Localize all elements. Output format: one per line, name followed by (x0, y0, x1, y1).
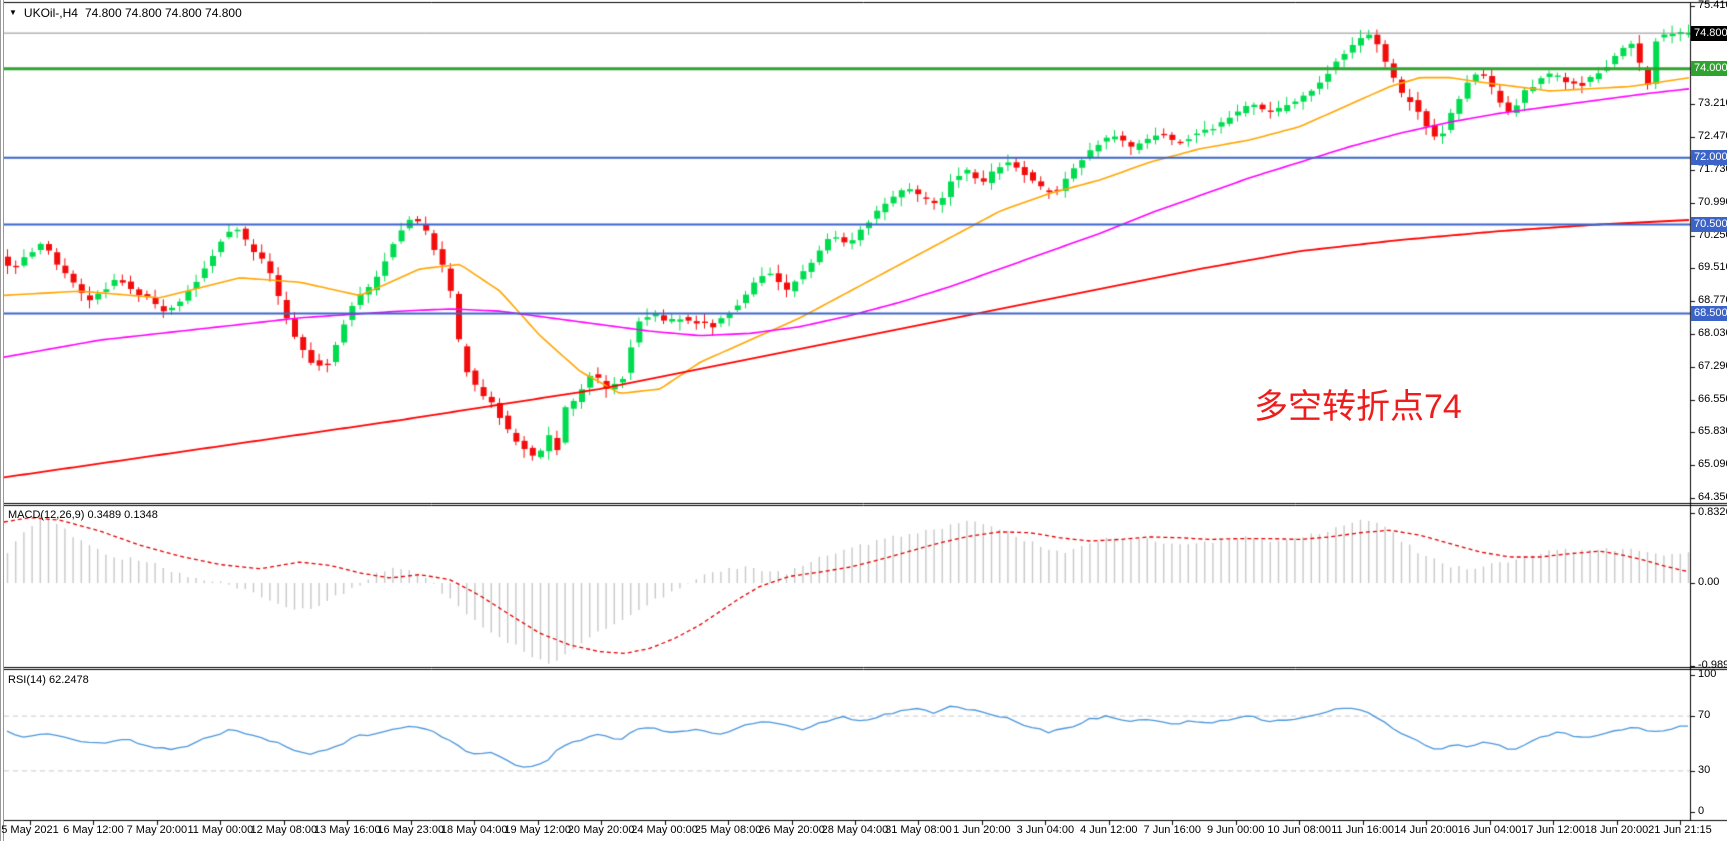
x-axis-label: 10 Jun 08:00 (1267, 824, 1331, 836)
x-axis-label: 6 May 12:00 (63, 824, 124, 836)
x-axis-label: 20 May 20:00 (567, 824, 635, 836)
x-axis-label: 19 May 12:00 (504, 824, 571, 836)
x-axis-label: 18 Jun 20:00 (1584, 824, 1649, 836)
x-axis-label: 11 May 00:00 (187, 824, 254, 836)
x-axis-label: 9 Jun 00:00 (1206, 824, 1265, 836)
chart-ohlc-label: 74.800 74.800 74.800 74.800 (84, 6, 242, 20)
x-axis-label: 16 Jun 04:00 (1457, 824, 1522, 836)
chart-title: ▼ UKOil-,H4 74.800 74.800 74.800 74.800 (9, 6, 242, 20)
macd-values-label: 0.3489 0.1348 (87, 509, 158, 521)
x-axis-label: 17 Jun 12:00 (1521, 824, 1585, 836)
rsi-value-label: 62.2478 (48, 674, 89, 686)
x-axis-label: 16 May 23:00 (377, 824, 445, 836)
x-axis-label: 13 May 16:00 (313, 824, 381, 836)
macd-indicator-label: MACD(12,26,9) 0.3489 0.1348 (8, 509, 158, 521)
x-axis-label: 7 Jun 16:00 (1143, 824, 1202, 836)
x-axis-label: 26 May 20:00 (758, 824, 825, 836)
rsi-name-label: RSI(14) (8, 674, 46, 686)
x-axis-label: 25 May 08:00 (694, 824, 762, 836)
window-left-border (0, 0, 4, 841)
x-axis-label: 3 Jun 04:00 (1016, 824, 1075, 836)
x-axis-label: 18 May 04:00 (440, 824, 508, 836)
x-axis-label: 21 Jun 21:15 (1648, 824, 1712, 836)
x-axis-label: 11 Jun 16:00 (1331, 824, 1395, 836)
x-axis-label: 14 Jun 20:00 (1394, 824, 1458, 836)
rsi-indicator-label: RSI(14) 62.2478 (8, 674, 89, 686)
chart-symbol-label: UKOil-,H4 (23, 6, 78, 20)
x-axis-label: 31 May 08:00 (885, 824, 952, 836)
macd-name-label: MACD(12,26,9) (8, 509, 85, 521)
x-axis-label: 1 Jun 20:00 (953, 824, 1011, 836)
x-axis: 5 May 2021 6 May 12:00 7 May 20:00 11 May 0… (0, 823, 1727, 840)
x-axis-label: 4 Jun 12:00 (1080, 824, 1138, 836)
x-axis-label: 24 May 00:00 (631, 824, 698, 836)
x-axis-label: 28 May 04:00 (821, 824, 889, 836)
x-axis-label: 12 May 08:00 (250, 824, 318, 836)
x-axis-label: 7 May 20:00 (126, 824, 188, 836)
x-axis-label: 5 May 2021 (1, 824, 59, 836)
symbol-dropdown-icon[interactable]: ▼ (9, 8, 17, 17)
annotation-text[interactable]: 多空转折点74 (1254, 388, 1462, 426)
